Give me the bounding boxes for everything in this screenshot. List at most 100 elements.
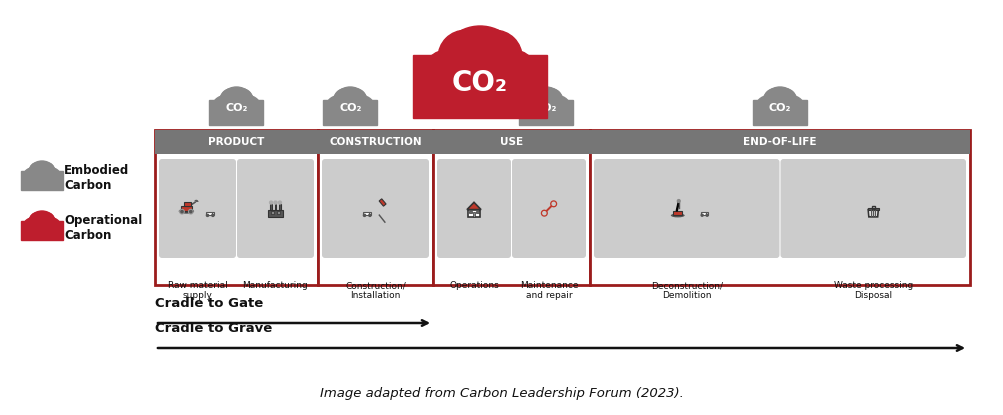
- Bar: [432, 130, 590, 285]
- Circle shape: [29, 162, 46, 179]
- Text: Embodied
Carbon: Embodied Carbon: [64, 164, 129, 192]
- Text: Cradle to Grave: Cradle to Grave: [154, 322, 272, 335]
- Bar: [673, 211, 681, 215]
- Circle shape: [528, 87, 564, 123]
- Circle shape: [190, 210, 192, 213]
- Circle shape: [543, 212, 546, 215]
- Bar: [472, 212, 474, 217]
- Circle shape: [545, 95, 570, 122]
- Text: CO₂: CO₂: [451, 69, 508, 97]
- Bar: [275, 204, 276, 210]
- Bar: [867, 208, 878, 210]
- Bar: [379, 199, 386, 206]
- Circle shape: [552, 202, 555, 205]
- Bar: [412, 55, 547, 118]
- Circle shape: [235, 95, 261, 122]
- Circle shape: [363, 214, 365, 217]
- Bar: [467, 210, 479, 217]
- Ellipse shape: [179, 209, 194, 214]
- Text: CO₂: CO₂: [225, 103, 248, 113]
- FancyBboxPatch shape: [158, 159, 236, 258]
- Bar: [154, 130, 318, 154]
- FancyBboxPatch shape: [779, 159, 965, 258]
- Bar: [318, 130, 432, 285]
- Bar: [363, 212, 369, 215]
- Text: PRODUCT: PRODUCT: [208, 137, 265, 147]
- Circle shape: [29, 212, 46, 229]
- Circle shape: [28, 211, 56, 239]
- FancyBboxPatch shape: [322, 159, 428, 258]
- Text: Image adapted from Carbon Leadership Forum (2023).: Image adapted from Carbon Leadership For…: [320, 387, 683, 400]
- Circle shape: [769, 103, 789, 123]
- Circle shape: [212, 95, 238, 122]
- Circle shape: [521, 95, 547, 122]
- Circle shape: [181, 210, 183, 213]
- Circle shape: [212, 214, 214, 217]
- Circle shape: [38, 162, 54, 179]
- Bar: [469, 211, 471, 213]
- Bar: [318, 130, 432, 154]
- Circle shape: [34, 224, 50, 239]
- Circle shape: [467, 30, 522, 85]
- Circle shape: [437, 30, 492, 85]
- Bar: [432, 130, 590, 154]
- Circle shape: [437, 26, 522, 110]
- Circle shape: [180, 210, 184, 214]
- Circle shape: [325, 95, 351, 122]
- Bar: [210, 100, 263, 125]
- Text: Operational
Carbon: Operational Carbon: [64, 214, 142, 242]
- Bar: [270, 204, 272, 210]
- Circle shape: [677, 200, 679, 203]
- Circle shape: [274, 201, 277, 204]
- Circle shape: [763, 89, 784, 110]
- Text: USE: USE: [499, 137, 523, 147]
- Text: Cradle to Gate: Cradle to Gate: [154, 297, 263, 310]
- Circle shape: [269, 201, 273, 204]
- Text: Construction/
Installation: Construction/ Installation: [345, 281, 405, 300]
- Circle shape: [227, 103, 246, 123]
- Circle shape: [332, 87, 368, 123]
- Polygon shape: [868, 210, 878, 217]
- Circle shape: [551, 201, 556, 207]
- Text: CONSTRUCTION: CONSTRUCTION: [329, 137, 421, 147]
- Bar: [181, 206, 192, 210]
- Bar: [519, 100, 573, 125]
- Bar: [268, 210, 283, 217]
- Bar: [590, 130, 969, 285]
- Text: Maintenance
and repair: Maintenance and repair: [520, 281, 578, 300]
- Bar: [705, 212, 707, 215]
- Text: Waste processing
Disposal: Waste processing Disposal: [832, 281, 912, 300]
- Circle shape: [207, 214, 209, 217]
- Bar: [154, 130, 318, 285]
- Bar: [279, 204, 281, 210]
- Wedge shape: [194, 200, 199, 202]
- Circle shape: [761, 87, 797, 123]
- Circle shape: [220, 89, 242, 110]
- FancyArrow shape: [676, 202, 679, 211]
- Circle shape: [705, 214, 707, 216]
- Text: Operations: Operations: [448, 281, 498, 290]
- Bar: [871, 206, 874, 208]
- Polygon shape: [466, 203, 480, 210]
- Bar: [21, 171, 63, 190]
- Text: CO₂: CO₂: [535, 103, 557, 113]
- Bar: [475, 211, 478, 213]
- Text: Deconstruction/
Demolition: Deconstruction/ Demolition: [650, 281, 722, 300]
- Circle shape: [536, 103, 556, 123]
- Bar: [21, 221, 63, 240]
- Circle shape: [754, 95, 780, 122]
- Circle shape: [231, 89, 253, 110]
- Circle shape: [23, 168, 43, 188]
- Circle shape: [38, 212, 54, 229]
- Circle shape: [334, 89, 355, 110]
- Circle shape: [774, 89, 795, 110]
- Bar: [277, 211, 280, 214]
- Circle shape: [41, 168, 61, 188]
- Circle shape: [189, 210, 193, 214]
- Bar: [323, 100, 377, 125]
- Circle shape: [540, 89, 562, 110]
- Circle shape: [454, 66, 505, 116]
- Circle shape: [349, 95, 374, 122]
- Circle shape: [219, 87, 254, 123]
- FancyBboxPatch shape: [512, 159, 586, 258]
